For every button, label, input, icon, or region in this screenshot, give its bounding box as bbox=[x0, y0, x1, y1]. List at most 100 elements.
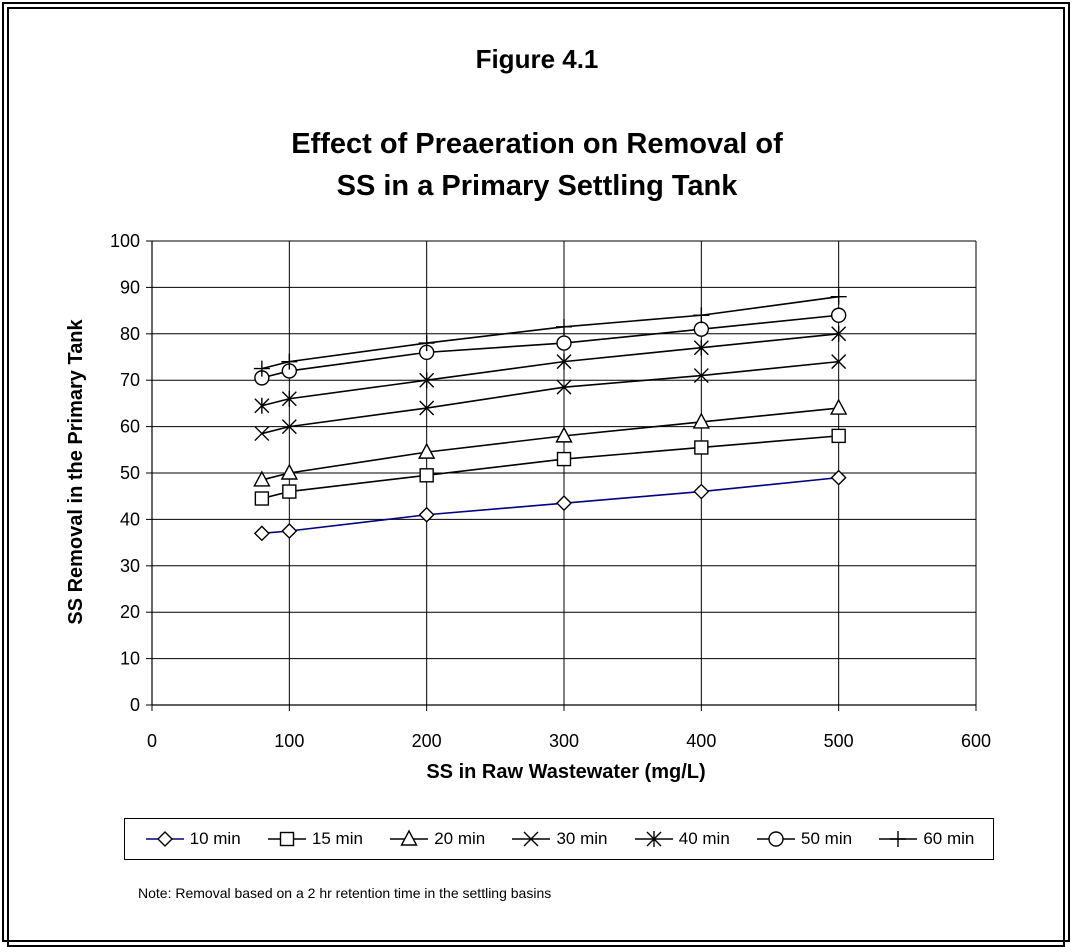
data-point bbox=[419, 372, 435, 389]
legend-marker bbox=[156, 831, 173, 847]
data-point bbox=[556, 353, 572, 370]
data-point bbox=[254, 397, 270, 414]
data-point bbox=[830, 288, 847, 305]
x-tick-label: 0 bbox=[147, 731, 157, 751]
x-tick-label: 200 bbox=[412, 731, 442, 751]
chart-title-line-1: Effect of Preaeration on Removal of bbox=[291, 128, 783, 160]
legend-label: 50 min bbox=[801, 829, 853, 848]
y-tick-label: 40 bbox=[120, 509, 140, 529]
data-point bbox=[419, 468, 434, 483]
legend-item: 50 min bbox=[755, 829, 852, 849]
data-point bbox=[556, 335, 572, 351]
series-line bbox=[261, 360, 839, 435]
legend-item: 60 min bbox=[877, 829, 974, 849]
legend-label: 15 min bbox=[311, 829, 363, 848]
legend-swatch bbox=[634, 831, 673, 847]
data-point bbox=[253, 525, 270, 542]
legend-marker bbox=[646, 831, 662, 847]
chart-ticks: 0 10 20 30 40 50 60 70 80 90 100 0 100 200 300 400 500 60… bbox=[110, 231, 991, 751]
y-tick-label: 70 bbox=[120, 370, 140, 390]
data-point bbox=[254, 491, 270, 506]
x-tick-label: 600 bbox=[961, 731, 991, 751]
data-point bbox=[556, 318, 572, 335]
data-point bbox=[418, 506, 435, 523]
chart-title-line-2: SS in a Primary Settling Tank bbox=[336, 170, 738, 202]
x-tick-label: 400 bbox=[686, 731, 716, 751]
y-tick-label: 50 bbox=[120, 463, 140, 483]
data-point bbox=[829, 398, 848, 415]
legend-swatch bbox=[267, 831, 306, 847]
series-20-min bbox=[253, 398, 848, 487]
legend-item: 40 min bbox=[633, 829, 730, 849]
legend-item: 30 min bbox=[510, 829, 608, 849]
data-point bbox=[418, 335, 435, 352]
data-point bbox=[693, 307, 710, 324]
data-point bbox=[281, 353, 298, 370]
data-point bbox=[831, 428, 846, 444]
legend-swatch bbox=[757, 831, 796, 847]
series-40-min bbox=[254, 325, 847, 414]
legend-label: 30 min bbox=[556, 829, 608, 848]
data-point bbox=[831, 354, 847, 370]
data-point bbox=[556, 379, 572, 395]
data-point bbox=[253, 470, 271, 487]
y-tick-label: 100 bbox=[110, 231, 140, 251]
data-point bbox=[281, 523, 298, 539]
chart-grid bbox=[152, 240, 977, 705]
y-tick-label: 80 bbox=[120, 324, 140, 344]
data-point bbox=[254, 426, 270, 442]
legend-label: 40 min bbox=[678, 829, 730, 848]
data-point bbox=[693, 339, 709, 356]
legend-label: 20 min bbox=[434, 829, 486, 848]
data-point bbox=[556, 451, 572, 467]
legend-swatch bbox=[512, 831, 551, 847]
legend-item: 20 min bbox=[388, 829, 485, 849]
data-point bbox=[693, 368, 709, 384]
series-10-min bbox=[253, 469, 847, 542]
note-text: Note: Removal based on a 2 hr retention … bbox=[138, 885, 552, 901]
legend-swatch bbox=[390, 829, 429, 846]
y-tick-label: 20 bbox=[120, 602, 140, 622]
legend-marker bbox=[523, 831, 539, 847]
y-tick-label: 30 bbox=[120, 556, 140, 576]
chart-series bbox=[253, 288, 848, 542]
legend-swatch bbox=[879, 831, 918, 847]
data-point bbox=[555, 426, 573, 443]
data-point bbox=[281, 419, 297, 435]
y-tick-label: 10 bbox=[120, 649, 140, 669]
figure-label: Figure 4.1 bbox=[475, 44, 599, 74]
series-30-min bbox=[254, 354, 847, 442]
series-line bbox=[261, 295, 839, 370]
x-tick-label: 100 bbox=[274, 731, 304, 751]
legend-item: 10 min bbox=[144, 829, 241, 849]
data-point bbox=[693, 321, 710, 337]
data-point bbox=[830, 469, 847, 486]
y-tick-label: 60 bbox=[120, 417, 140, 437]
data-point bbox=[556, 495, 572, 512]
legend-marker bbox=[279, 831, 295, 847]
legend-item: 15 min bbox=[266, 829, 363, 849]
legend-marker bbox=[400, 829, 418, 846]
data-point bbox=[419, 400, 435, 416]
legend-label: 60 min bbox=[923, 829, 975, 848]
data-point bbox=[694, 440, 709, 455]
data-point bbox=[831, 325, 847, 342]
data-point bbox=[282, 484, 297, 499]
data-point bbox=[693, 483, 710, 500]
series-60-min bbox=[253, 288, 847, 377]
x-tick-label: 500 bbox=[824, 731, 854, 751]
series-15-min bbox=[254, 428, 846, 506]
legend-marker bbox=[768, 831, 784, 847]
y-tick-label: 0 bbox=[130, 695, 140, 715]
series-line bbox=[261, 333, 839, 407]
y-tick-label: 90 bbox=[120, 277, 140, 297]
y-axis-label: SS Removal in the Primary Tank bbox=[65, 318, 87, 624]
legend-swatch bbox=[145, 831, 184, 847]
data-point bbox=[280, 463, 299, 480]
data-point bbox=[281, 390, 297, 407]
data-point bbox=[830, 307, 847, 323]
series-50-min bbox=[254, 307, 847, 386]
legend-marker bbox=[890, 831, 907, 847]
x-axis-label: SS in Raw Wastewater (mg/L) bbox=[426, 761, 705, 783]
